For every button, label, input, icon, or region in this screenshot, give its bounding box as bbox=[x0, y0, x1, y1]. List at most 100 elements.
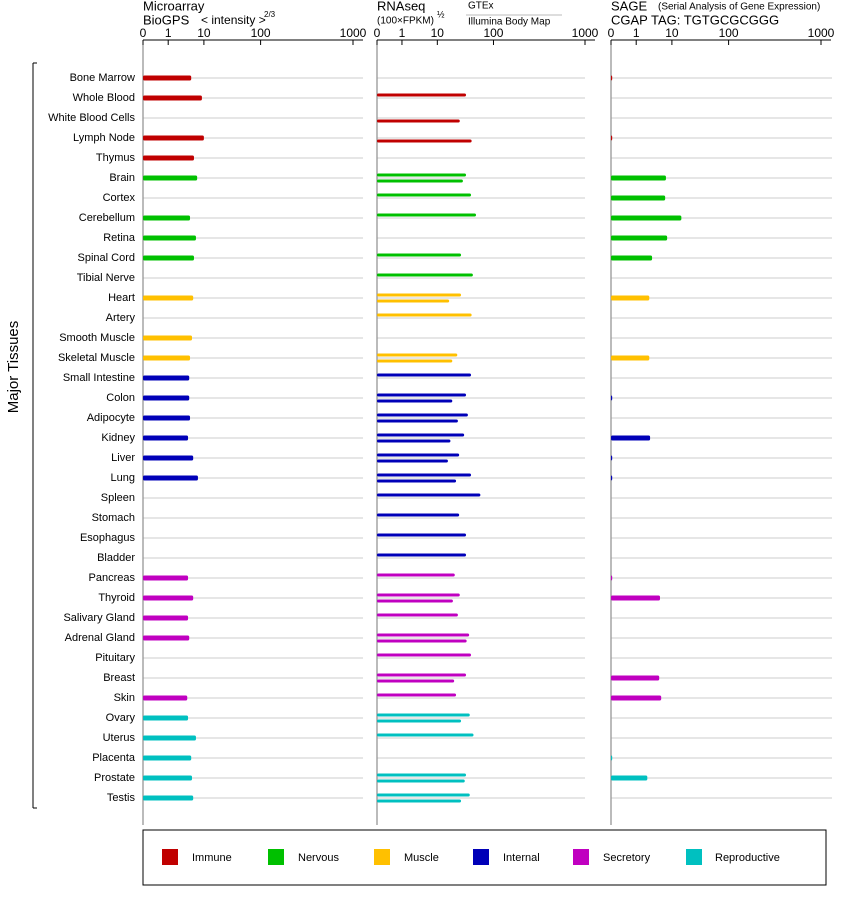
category-label: White Blood Cells bbox=[48, 112, 135, 124]
bar bbox=[143, 335, 192, 341]
category-label: Uterus bbox=[103, 732, 136, 744]
category-label: Whole Blood bbox=[73, 92, 135, 104]
category-label: Liver bbox=[111, 452, 135, 464]
category-label: Cortex bbox=[103, 192, 136, 204]
category-label: Small Intestine bbox=[63, 372, 135, 384]
bar bbox=[611, 755, 613, 761]
bar bbox=[143, 75, 192, 81]
bar bbox=[143, 155, 194, 161]
bar bbox=[143, 395, 190, 401]
category-label: Stomach bbox=[92, 512, 135, 524]
category-label: Breast bbox=[103, 672, 135, 684]
bar bbox=[143, 95, 202, 101]
bar bbox=[377, 633, 470, 637]
panel-subtitle: (Serial Analysis of Gene Expression) bbox=[658, 2, 820, 13]
bar bbox=[143, 295, 194, 301]
bar bbox=[143, 455, 194, 461]
panel-title: SAGE bbox=[611, 0, 647, 13]
bar bbox=[611, 775, 648, 781]
series-name: GTEx bbox=[468, 1, 494, 12]
bar bbox=[377, 719, 462, 723]
category-label: Spinal Cord bbox=[78, 252, 135, 264]
category-label: Esophagus bbox=[80, 532, 136, 544]
legend-label: Reproductive bbox=[715, 852, 780, 864]
bar bbox=[377, 593, 460, 597]
legend-label: Internal bbox=[503, 852, 540, 864]
bar bbox=[377, 653, 472, 657]
bar bbox=[377, 373, 472, 377]
y-axis-label: Major Tissues bbox=[5, 321, 22, 414]
category-label: Kidney bbox=[101, 432, 135, 444]
panel-title: RNAseq bbox=[377, 0, 425, 13]
bar bbox=[377, 793, 470, 797]
bar bbox=[377, 513, 460, 517]
bar bbox=[377, 253, 462, 257]
x-tick-label: 0 bbox=[140, 26, 147, 40]
bar bbox=[377, 473, 472, 477]
bar bbox=[143, 635, 190, 641]
category-label: Retina bbox=[103, 232, 136, 244]
bar bbox=[377, 733, 474, 737]
legend-swatch bbox=[162, 849, 178, 865]
panel-title: Microarray bbox=[143, 0, 205, 13]
bar bbox=[611, 595, 660, 601]
bar bbox=[377, 453, 460, 457]
bar bbox=[143, 355, 191, 361]
category-label: Pituitary bbox=[95, 652, 135, 664]
bar bbox=[611, 135, 613, 141]
bar bbox=[143, 135, 204, 141]
bar bbox=[377, 679, 455, 683]
legend-box bbox=[142, 829, 827, 886]
bar bbox=[377, 93, 467, 97]
bar bbox=[377, 533, 467, 537]
category-label: Bladder bbox=[97, 552, 135, 564]
bar bbox=[143, 755, 192, 761]
bar bbox=[377, 599, 453, 603]
category-label: Skeletal Muscle bbox=[58, 352, 135, 364]
bar bbox=[611, 235, 668, 241]
x-tick-label: 1 bbox=[633, 26, 640, 40]
panel-source: CGAP TAG: TGTGCGCGGG bbox=[611, 12, 779, 27]
legend-swatch bbox=[686, 849, 702, 865]
bar bbox=[143, 475, 198, 481]
category-label: Salivary Gland bbox=[63, 612, 135, 624]
bar bbox=[377, 433, 465, 437]
series-name: Illumina Body Map bbox=[468, 17, 551, 28]
category-label: Lung bbox=[111, 472, 135, 484]
bar bbox=[377, 779, 465, 783]
x-tick-label: 0 bbox=[608, 26, 615, 40]
bar bbox=[611, 255, 653, 261]
bar bbox=[143, 615, 189, 621]
category-label: Colon bbox=[106, 392, 135, 404]
bar bbox=[611, 355, 650, 361]
x-tick-label: 10 bbox=[431, 26, 445, 40]
panel-axis-label: < intensity > bbox=[201, 13, 266, 27]
bar bbox=[611, 475, 613, 481]
legend-swatch bbox=[573, 849, 589, 865]
category-label: Prostate bbox=[94, 772, 135, 784]
bar bbox=[143, 575, 189, 581]
bar bbox=[377, 293, 462, 297]
bar bbox=[377, 459, 448, 463]
bar bbox=[143, 235, 196, 241]
bar bbox=[611, 695, 662, 701]
legend-swatch bbox=[374, 849, 390, 865]
bar bbox=[377, 439, 451, 443]
category-label: Cerebellum bbox=[79, 212, 135, 224]
bar bbox=[377, 119, 460, 123]
category-label: Smooth Muscle bbox=[59, 332, 135, 344]
x-tick-label: 1000 bbox=[340, 26, 367, 40]
bar bbox=[611, 175, 666, 181]
bar bbox=[377, 359, 453, 363]
panel-axis-label: (100×FPKM) bbox=[377, 16, 434, 27]
bar bbox=[611, 195, 666, 201]
x-tick-label: 1000 bbox=[572, 26, 599, 40]
bar bbox=[377, 313, 472, 317]
category-label: Ovary bbox=[106, 712, 136, 724]
legend-swatch bbox=[268, 849, 284, 865]
category-label: Placenta bbox=[92, 752, 136, 764]
bar bbox=[377, 413, 468, 417]
category-label: Pancreas bbox=[89, 572, 136, 584]
bar bbox=[143, 435, 189, 441]
bar bbox=[377, 273, 473, 277]
